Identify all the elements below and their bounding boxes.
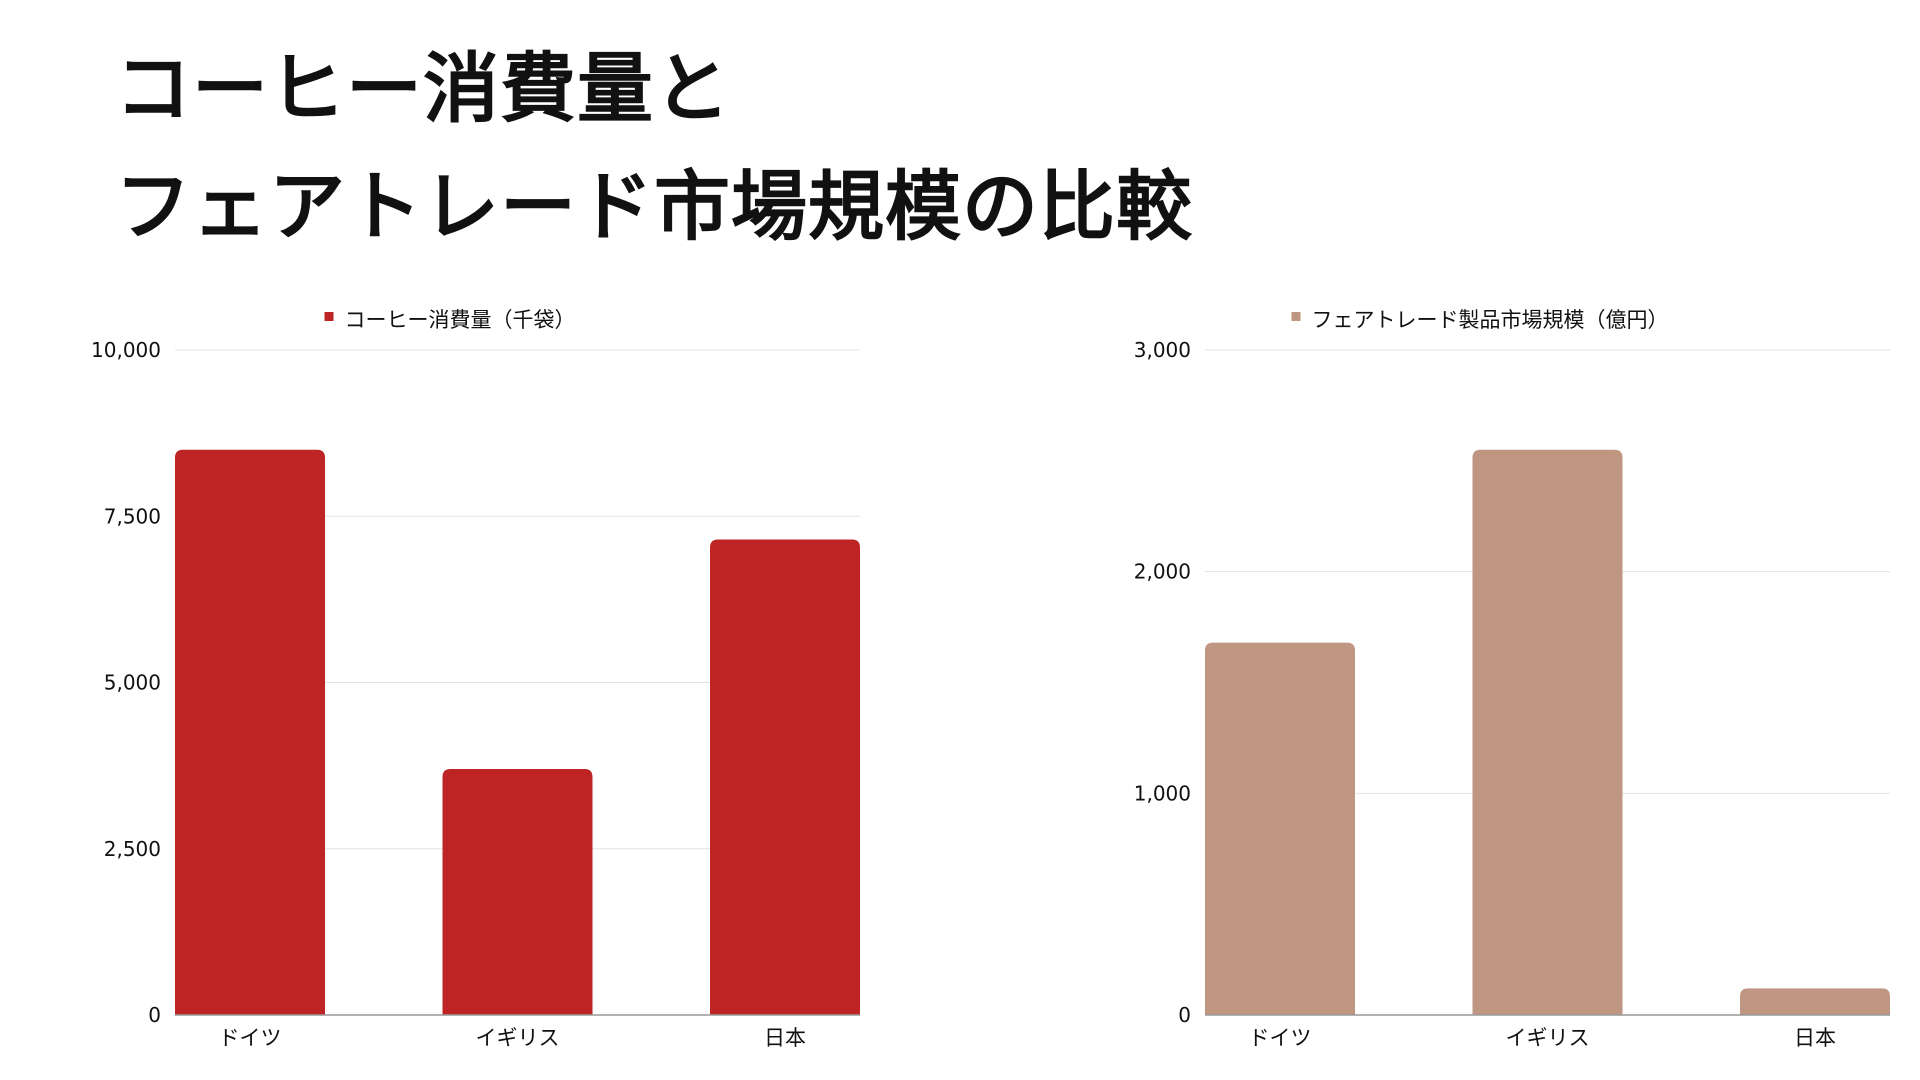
x-category-label: 日本: [1794, 1026, 1836, 1050]
y-tick-label: 2,500: [104, 837, 161, 861]
y-tick-label: 1,000: [1134, 781, 1191, 805]
coffee-consumption-chart: コーヒー消費量（千袋） 0 2,500 5,000 7,500 10,000 ドイツ イギリス…: [60, 290, 880, 1070]
fairtrade-market-chart-svg: フェアトレード製品市場規模（億円） 0 1,000 2,000 3,000 ドイツ イギリス…: [1134, 308, 1890, 1050]
legend-swatch: [1291, 312, 1301, 321]
legend-label: フェアトレード製品市場規模（億円）: [1312, 308, 1669, 332]
x-category-label: ドイツ: [1249, 1026, 1312, 1050]
y-tick-label: 3,000: [1134, 338, 1191, 362]
bar: [442, 768, 593, 1015]
bar: [1472, 449, 1623, 1015]
y-tick-label: 10,000: [91, 338, 161, 362]
bar: [1205, 642, 1355, 1015]
legend-label: コーヒー消費量（千袋）: [345, 308, 576, 332]
y-tick-label: 2,000: [1134, 560, 1191, 584]
page-title: コーヒー消費量と フェアトレード市場規模の比較: [115, 30, 1615, 266]
page-title-line-1: コーヒー消費量と: [115, 44, 731, 133]
chart-legend: コーヒー消費量（千袋）: [324, 308, 576, 332]
y-tick-label: 7,500: [104, 504, 161, 528]
bar: [1740, 988, 1890, 1015]
x-category-label: 日本: [764, 1026, 806, 1050]
fairtrade-market-chart: フェアトレード製品市場規模（億円） 0 1,000 2,000 3,000 ドイツ イギリス…: [1090, 290, 1910, 1070]
y-tick-label: 5,000: [104, 671, 161, 695]
x-category-label: イギリス: [476, 1026, 560, 1050]
page-title-line-2: フェアトレード市場規模の比較: [115, 162, 1193, 251]
y-tick-label: 0: [148, 1003, 161, 1027]
legend-swatch: [324, 312, 334, 321]
y-tick-label: 0: [1178, 1003, 1191, 1027]
chart-legend: フェアトレード製品市場規模（億円）: [1291, 308, 1669, 332]
bar: [175, 449, 325, 1015]
coffee-consumption-chart-svg: コーヒー消費量（千袋） 0 2,500 5,000 7,500 10,000 ドイツ イギリス…: [91, 308, 860, 1050]
bar: [710, 539, 860, 1015]
x-category-label: ドイツ: [219, 1026, 282, 1050]
x-category-label: イギリス: [1506, 1026, 1590, 1050]
